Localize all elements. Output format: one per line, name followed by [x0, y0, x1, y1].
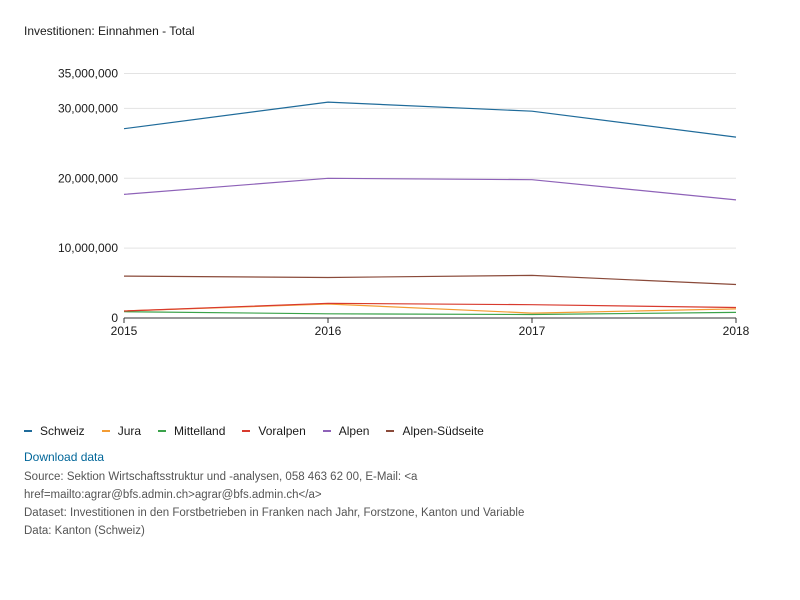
series-lines [123, 101, 737, 316]
y-tick-label: 30,000,000 [58, 101, 118, 115]
series-line-alpen [123, 177, 737, 201]
legend-label: Alpen [338, 424, 370, 438]
metadata: Source: Sektion Wirtschaftsstruktur und … [24, 468, 684, 540]
y-axis-ticks: 0 10,000,000 20,000,000 30,000,000 35,000,00… [58, 67, 118, 326]
series-line-mittelland [123, 311, 737, 316]
legend-item-voralpen[interactable]: Voralpen [242, 424, 306, 438]
legend-swatch [322, 430, 331, 432]
legend-swatch [386, 430, 395, 432]
legend-label: Voralpen [258, 424, 306, 438]
gridlines [124, 73, 736, 249]
y-tick-label: 10,000,000 [58, 241, 118, 255]
legend-swatch [101, 430, 110, 432]
y-tick-label: 20,000,000 [58, 171, 118, 185]
legend-item-alpen-s-dseite[interactable]: Alpen-Südseite [386, 424, 484, 438]
legend-swatch [24, 430, 32, 432]
source-text: Source: Sektion Wirtschaftsstruktur und … [24, 471, 418, 483]
x-axis: 2015 2016 2017 2018 [111, 317, 750, 338]
legend-item-mittelland[interactable]: Mittelland [158, 424, 225, 438]
legend-item-alpen[interactable]: Alpen [322, 424, 370, 438]
download-data-link[interactable]: Download data [24, 450, 105, 464]
x-tick-label: 2017 [519, 324, 546, 338]
legend-item-schweiz[interactable]: Schweiz [24, 424, 85, 438]
legend-label: Mittelland [174, 424, 226, 438]
x-tick-label: 2015 [111, 324, 138, 338]
series-line-voralpen [123, 302, 737, 312]
y-tick-label: 35,000,000 [58, 67, 118, 81]
data-text: Data: Kanton (Schweiz) [24, 525, 145, 537]
series-line-jura [123, 303, 737, 314]
series-line-alpen-s-dseite [123, 274, 737, 286]
legend-swatch [242, 430, 251, 432]
legend-label: Jura [117, 424, 142, 438]
dataset-text: Dataset: Investitionen in den Forstbetri… [24, 507, 525, 519]
line-chart: 0 10,000,000 20,000,000 30,000,000 35,000,00… [58, 67, 750, 339]
x-tick-label: 2016 [315, 324, 342, 338]
legend-label: Alpen-Südseite [402, 424, 484, 438]
x-tick-label: 2018 [723, 324, 750, 338]
legend-swatch [158, 430, 167, 432]
series-line-schweiz [123, 101, 737, 138]
legend: Schweiz Jura Mittelland Voralpen Alpen Alpen-… [24, 424, 501, 438]
legend-label: Schweiz [40, 424, 85, 438]
chart-title: Investitionen: Einnahmen - Total [24, 24, 195, 38]
legend-item-jura[interactable]: Jura [101, 424, 142, 438]
source-text-continued: href=mailto:agrar@bfs.admin.ch>agrar@bfs… [24, 489, 322, 501]
y-tick-label: 0 [111, 311, 118, 325]
